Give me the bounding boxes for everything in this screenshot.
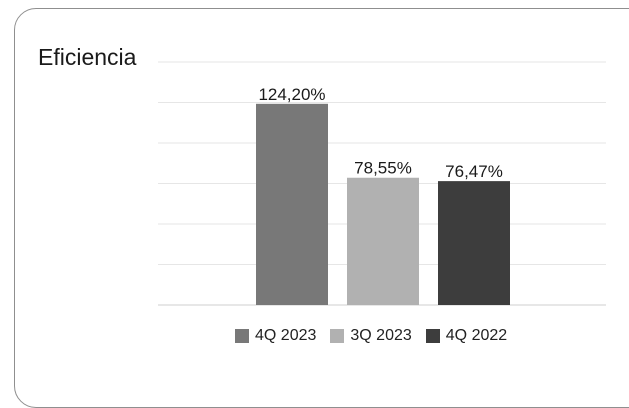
data-label: 78,55% [354, 159, 412, 178]
bar-3q-2023 [347, 177, 419, 305]
bar-4q-2022 [438, 181, 510, 305]
legend-item-4q-2022: 4Q 2022 [425, 327, 508, 345]
data-label: 76,47% [445, 162, 503, 181]
legend-swatch [235, 329, 249, 343]
legend-label: 4Q 2023 [255, 327, 317, 344]
legend-item-3q-2023: 3Q 2023 [330, 327, 412, 345]
legend-swatch [425, 329, 440, 343]
chart-legend: 4Q 2023 3Q 2023 4Q 2022 [235, 327, 521, 345]
bar-4q-2023 [256, 103, 328, 306]
legend-item-4q-2023: 4Q 2023 [235, 327, 316, 345]
data-label: 124,20% [258, 85, 325, 104]
legend-label: 3Q 2023 [350, 327, 412, 344]
bar-chart: 124,20% 78,55% 76,47% [158, 61, 606, 306]
chart-title: Eficiencia [38, 44, 137, 70]
legend-label: 4Q 2022 [445, 327, 508, 344]
legend-swatch [330, 329, 345, 343]
